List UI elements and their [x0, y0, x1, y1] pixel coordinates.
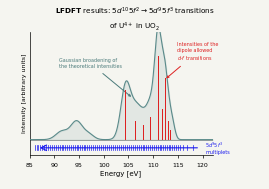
- Bar: [168, 121, 169, 140]
- Bar: [143, 125, 144, 140]
- Text: Gaussian broadening of
the theoretical intensities: Gaussian broadening of the theoretical i…: [59, 58, 130, 96]
- Text: of U$^{4+}$ in UO$_2$: of U$^{4+}$ in UO$_2$: [109, 21, 160, 33]
- Bar: [135, 121, 136, 140]
- Bar: [158, 56, 159, 140]
- Text: $5d^95f^3$
multiplets: $5d^95f^3$ multiplets: [205, 140, 230, 155]
- Y-axis label: Intensity [arbitrary units]: Intensity [arbitrary units]: [22, 54, 27, 133]
- X-axis label: Energy [eV]: Energy [eV]: [101, 170, 141, 177]
- Bar: [150, 117, 151, 140]
- Text: $\mathbf{LFDFT}$ results: $5d^{10}5f^2 \rightarrow 5d^95f^3$ transitions: $\mathbf{LFDFT}$ results: $5d^{10}5f^2 \…: [55, 6, 214, 17]
- Text: Intensities of the
dipole allowed
$d$-$f$ transitions: Intensities of the dipole allowed $d$-$f…: [167, 42, 218, 78]
